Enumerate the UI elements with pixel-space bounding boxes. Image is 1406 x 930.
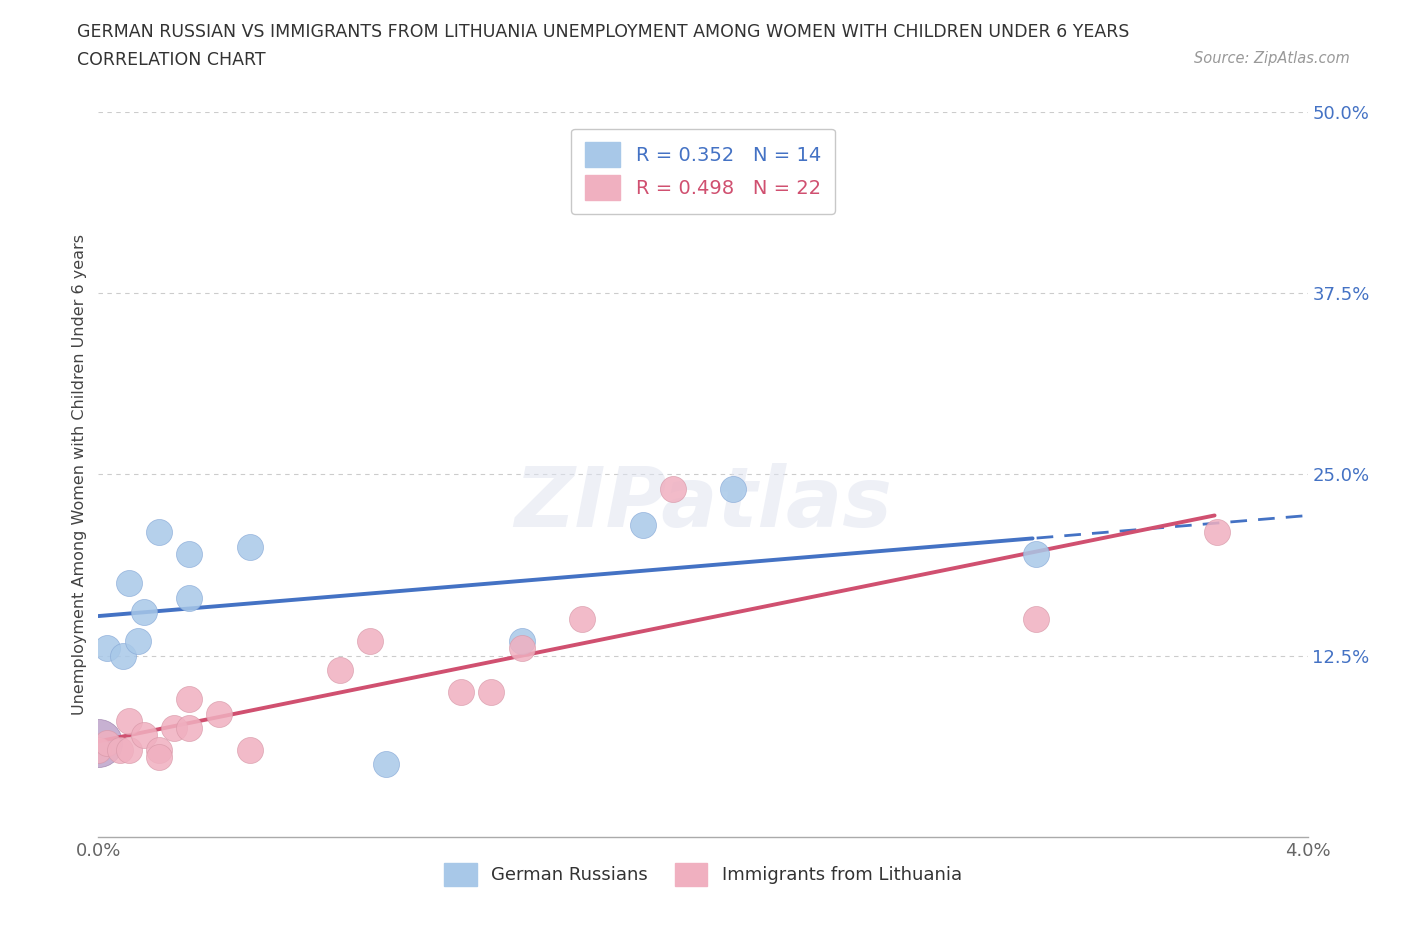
Legend: German Russians, Immigrants from Lithuania: German Russians, Immigrants from Lithuan… bbox=[437, 856, 969, 893]
Point bbox=[661, 482, 683, 497]
Point bbox=[1206, 525, 1229, 539]
Point bbox=[360, 633, 382, 648]
Point bbox=[239, 742, 262, 757]
Point bbox=[510, 641, 533, 656]
Point bbox=[374, 757, 396, 772]
Point bbox=[571, 612, 593, 627]
Text: CORRELATION CHART: CORRELATION CHART bbox=[77, 51, 266, 69]
Point bbox=[179, 591, 201, 605]
Point bbox=[148, 525, 170, 539]
Y-axis label: Unemployment Among Women with Children Under 6 years: Unemployment Among Women with Children U… bbox=[72, 233, 87, 715]
Point bbox=[631, 518, 654, 533]
Point bbox=[87, 736, 110, 751]
Point bbox=[111, 648, 134, 663]
Point bbox=[148, 742, 170, 757]
Point bbox=[179, 721, 201, 736]
Point bbox=[87, 742, 110, 757]
Point bbox=[510, 633, 533, 648]
Point bbox=[179, 692, 201, 707]
Text: Source: ZipAtlas.com: Source: ZipAtlas.com bbox=[1194, 51, 1350, 66]
Point bbox=[127, 633, 149, 648]
Point bbox=[132, 728, 155, 743]
Point bbox=[163, 721, 186, 736]
Point bbox=[481, 684, 503, 699]
Point bbox=[108, 742, 131, 757]
Point bbox=[96, 736, 118, 751]
Point bbox=[208, 706, 231, 721]
Point bbox=[723, 482, 745, 497]
Point bbox=[118, 576, 141, 591]
Point bbox=[329, 663, 352, 678]
Point bbox=[179, 547, 201, 562]
Point bbox=[450, 684, 472, 699]
Text: GERMAN RUSSIAN VS IMMIGRANTS FROM LITHUANIA UNEMPLOYMENT AMONG WOMEN WITH CHILDR: GERMAN RUSSIAN VS IMMIGRANTS FROM LITHUA… bbox=[77, 23, 1129, 41]
Point bbox=[118, 713, 141, 728]
Point bbox=[148, 750, 170, 764]
Point bbox=[1025, 547, 1047, 562]
Point bbox=[1025, 612, 1047, 627]
Point bbox=[239, 539, 262, 554]
Point bbox=[132, 604, 155, 619]
Point bbox=[96, 641, 118, 656]
Point bbox=[118, 742, 141, 757]
Text: ZIPatlas: ZIPatlas bbox=[515, 463, 891, 544]
